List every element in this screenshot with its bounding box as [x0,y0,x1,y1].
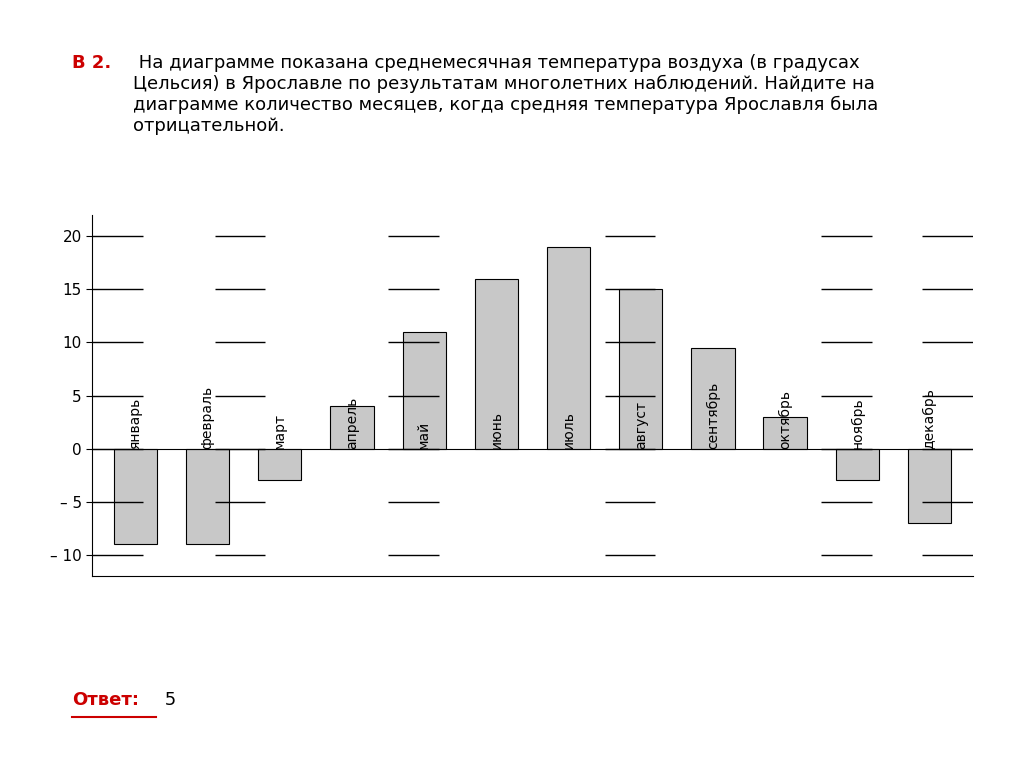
Text: декабрь: декабрь [923,388,937,449]
Bar [186,449,229,545]
Text: июнь: июнь [489,411,504,449]
Text: март: март [272,412,287,449]
Text: сентябрь: сентябрь [706,382,720,449]
Text: Ответ:: Ответ: [72,691,138,709]
Text: ноябрь: ноябрь [850,397,864,449]
Text: август: август [634,401,648,449]
Text: 5: 5 [159,691,176,709]
Text: На диаграмме показана среднемесячная температура воздуха (в градусах
Цельсия) в : На диаграмме показана среднемесячная тем… [133,54,879,134]
Bar [691,348,734,449]
Bar [331,406,374,449]
Text: май: май [417,420,431,449]
Bar [547,247,590,449]
Bar [620,290,663,449]
Bar [836,449,879,481]
Text: июль: июль [561,411,575,449]
Text: апрель: апрель [345,396,359,449]
Bar [402,332,445,449]
Text: февраль: февраль [201,386,215,449]
Text: В 2.: В 2. [72,54,111,71]
Bar [764,417,807,449]
Bar [908,449,951,523]
Bar [475,279,518,449]
Text: октябрь: октябрь [778,389,793,449]
Bar [114,449,157,545]
Text: январь: январь [128,397,142,449]
Bar [258,449,301,481]
